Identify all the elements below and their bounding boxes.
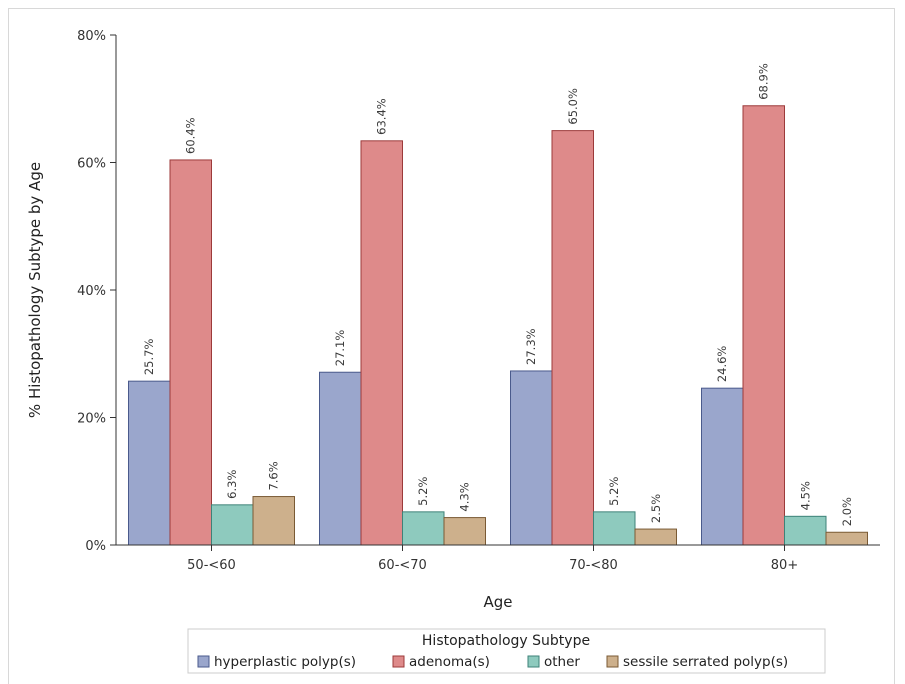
bar — [169, 159, 212, 546]
data-label: 60.4% — [184, 117, 198, 154]
legend-title: Histopathology Subtype — [422, 633, 590, 649]
legend-box — [187, 628, 826, 674]
y-tick-label: 0% — [85, 539, 106, 554]
data-label: 24.6% — [715, 346, 729, 383]
y-axis: 0% 20% 40% 60% 80% — [77, 29, 117, 554]
bar — [825, 531, 868, 546]
y-tick-label: 40% — [77, 284, 106, 299]
data-label: 4.5% — [798, 481, 812, 510]
bar — [211, 504, 254, 546]
chart-frame — [8, 8, 895, 684]
x-tick-label: 70-<80 — [569, 558, 618, 573]
bar — [443, 517, 486, 546]
y-tick-label: 80% — [77, 29, 106, 44]
data-label: 4.3% — [458, 482, 472, 511]
legend-swatch — [527, 655, 540, 668]
data-label: 27.1% — [333, 330, 347, 367]
data-label: 65.0% — [566, 88, 580, 125]
y-tick-label: 60% — [77, 157, 106, 172]
bar — [402, 511, 445, 546]
bar — [319, 371, 362, 546]
x-axis-title: Age — [483, 593, 512, 611]
bar — [510, 370, 553, 546]
legend-swatch — [392, 655, 405, 668]
bars — [128, 105, 868, 546]
bar — [784, 515, 827, 546]
bar — [252, 496, 295, 546]
data-label: 25.7% — [142, 339, 156, 376]
data-label: 6.3% — [225, 470, 239, 499]
legend-items: hyperplastic polyp(s) adenoma(s) other sess… — [197, 654, 788, 670]
data-label: 63.4% — [375, 98, 389, 135]
data-label: 68.9% — [757, 63, 771, 100]
y-tick-label: 20% — [77, 412, 106, 427]
y-axis-title: % Histopathology Subtype by Age — [26, 162, 44, 418]
x-tick-label: 80+ — [771, 558, 798, 573]
legend-label: adenoma(s) — [409, 654, 490, 670]
bar — [551, 130, 594, 546]
data-label: 5.2% — [607, 477, 621, 506]
bar — [742, 105, 785, 546]
legend-label: other — [544, 654, 580, 670]
data-label: 5.2% — [416, 477, 430, 506]
legend-label: hyperplastic polyp(s) — [214, 654, 356, 670]
data-label: 2.5% — [649, 494, 663, 523]
bar — [128, 380, 171, 546]
x-axis: 50-<60 60-<70 70-<80 80+ — [116, 544, 880, 573]
x-tick-label: 60-<70 — [378, 558, 427, 573]
bar — [701, 387, 744, 546]
data-label: 7.6% — [267, 461, 281, 490]
data-label: 27.3% — [524, 328, 538, 365]
bar — [634, 528, 677, 546]
data-labels: 25.7% 60.4% 6.3% 7.6% 27.1% 63.4% 5.2% 4.3% 27.3… — [142, 63, 854, 526]
bar — [593, 511, 636, 546]
bar — [360, 140, 403, 546]
legend-swatch — [197, 655, 210, 668]
legend-label: sessile serrated polyp(s) — [623, 654, 788, 670]
legend: Histopathology Subtype hyperplastic poly… — [187, 628, 826, 674]
data-label: 2.0% — [840, 497, 854, 526]
x-tick-label: 50-<60 — [187, 558, 236, 573]
legend-swatch — [606, 655, 619, 668]
